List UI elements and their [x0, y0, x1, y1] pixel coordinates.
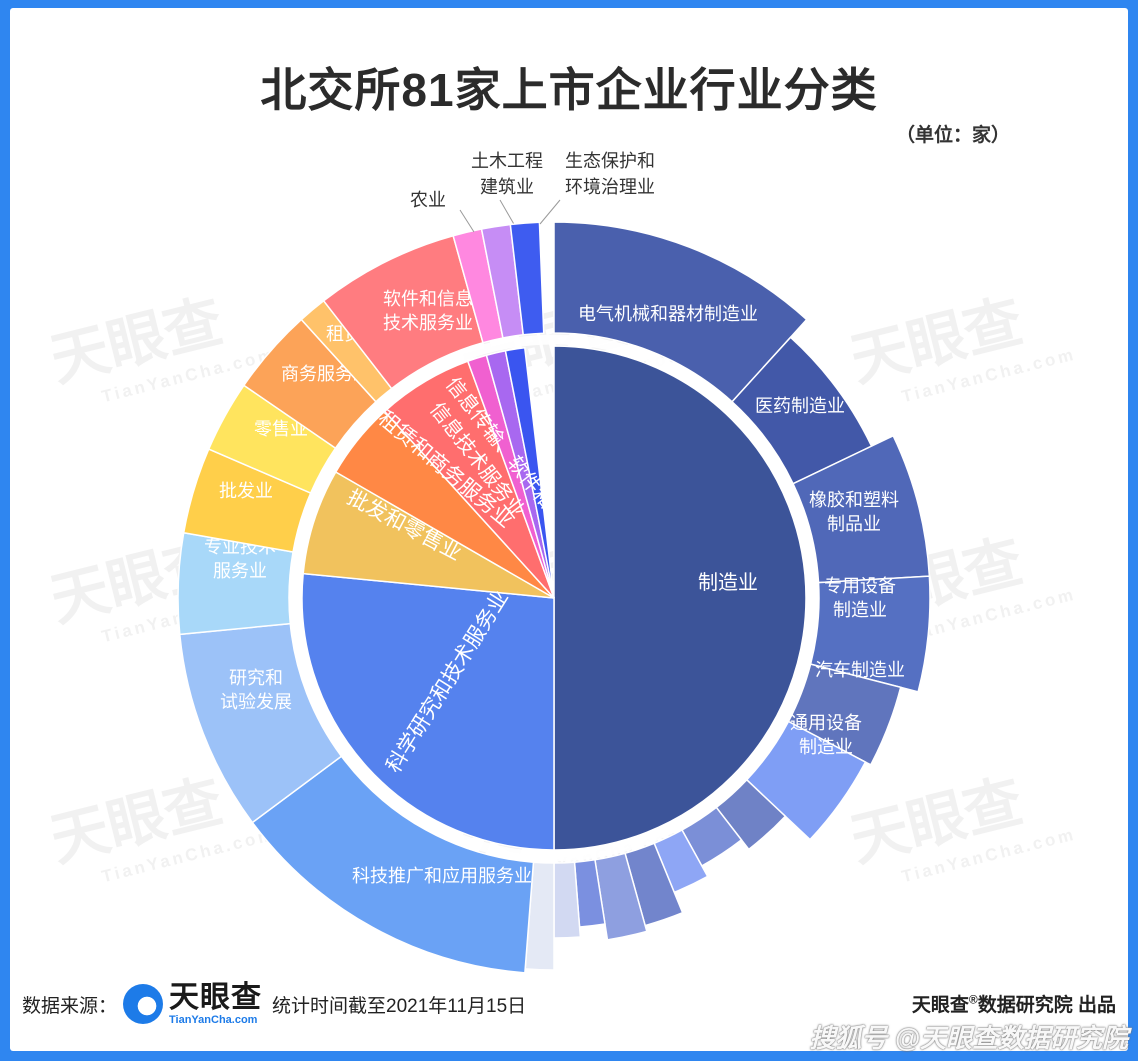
tianyancha-logo-icon	[123, 984, 164, 1024]
footer-source: 数据来源： 天眼查 TianYanCha.com 统计时间截至2021年11月1…	[22, 980, 526, 1028]
logo-cn-text: 天眼查	[169, 980, 263, 1014]
producer-name: 天眼查	[911, 995, 969, 1016]
outer-slice-label: 批发业	[219, 481, 273, 501]
producer-suffix: 数据研究院 出品	[977, 995, 1116, 1016]
outer-slice-label: 汽车制造业	[815, 660, 905, 680]
leader-line	[499, 199, 516, 227]
chart-title: 北交所81家上市企业行业分类	[260, 64, 878, 116]
registered-mark: ®	[968, 992, 978, 1007]
unit-label: （单位：家）	[895, 125, 1010, 146]
outer-slice-label: 土木工程建筑业	[471, 151, 543, 197]
outer-slice-label: 生态保护和环境治理业	[565, 151, 655, 197]
outer-slice-label: 零售业	[254, 419, 308, 439]
outer-slice-label: 软件和信息技术服务业	[383, 289, 473, 333]
footer-producer: 天眼查®数据研究院 出品	[912, 990, 1116, 1017]
ring-separator	[290, 334, 818, 862]
outer-slice-label: 电气机械和器材制造业	[578, 304, 758, 324]
inner-slice	[504, 346, 555, 599]
inner-slice	[553, 345, 807, 851]
outer-slice-label: 研究和试验发展	[220, 668, 292, 712]
source-label: 数据来源：	[22, 995, 118, 1017]
outer-slice	[509, 221, 545, 336]
outer-slice-label: 通用设备制造业	[790, 713, 862, 757]
outer-slice-label: 专用设备制造业	[824, 576, 896, 620]
inner-slice-label: 制造业	[698, 571, 758, 594]
outer-slice-label: 橡胶和塑料制品业	[809, 490, 899, 534]
tianyancha-logo: 天眼查 TianYanCha.com	[123, 980, 263, 1026]
outer-slice-label: 农业	[410, 190, 446, 210]
outer-slice	[553, 221, 808, 403]
sohu-watermark: 搜狐号 @天眼查数据研究院	[809, 1023, 1128, 1053]
inner-slice	[301, 572, 555, 851]
inner-slice	[302, 470, 555, 599]
leader-line	[459, 209, 475, 233]
outer-slice-label: 医药制造业	[755, 396, 845, 416]
stat-time: 统计时间截至2021年11月15日	[272, 995, 527, 1017]
logo-en-text: TianYanCha.com	[169, 1013, 258, 1026]
outer-slice-label: 科技推广和应用服务业	[352, 866, 532, 886]
leader-line	[539, 199, 561, 225]
